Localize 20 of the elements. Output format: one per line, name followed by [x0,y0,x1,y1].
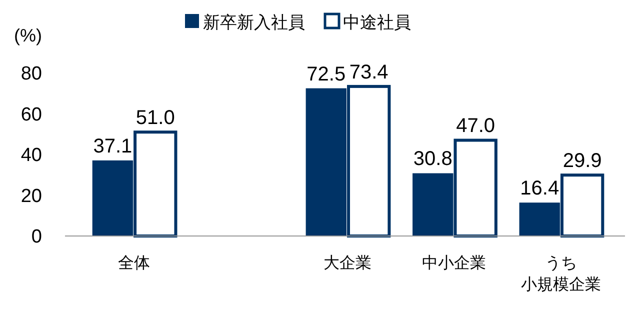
x-tick-label: 大企業 [324,254,372,272]
data-label: 29.9 [562,150,602,172]
y-tick-label: 0 [31,226,42,248]
y-axis-title: (%) [14,25,42,46]
y-tick-label: 60 [20,104,42,126]
x-tick-label: 全体 [118,255,150,272]
data-label: 51.0 [136,107,175,130]
data-label: 73.4 [349,61,388,84]
data-label: 16.4 [520,178,560,200]
data-label: 37.1 [93,135,132,158]
y-tick-label: 40 [20,145,42,166]
x-tick-label: 中小企業 [422,254,486,272]
legend-label: 中途社員 [343,12,411,32]
data-label: 30.8 [413,148,452,170]
data-label: 72.5 [306,63,346,86]
y-tick-label: 20 [20,186,42,207]
y-tick-label: 80 [20,64,42,85]
legend-label: 新卒新入社員 [203,12,305,32]
x-tick-label: うち小規模企業 [520,255,601,294]
data-label: 47.0 [456,115,496,138]
